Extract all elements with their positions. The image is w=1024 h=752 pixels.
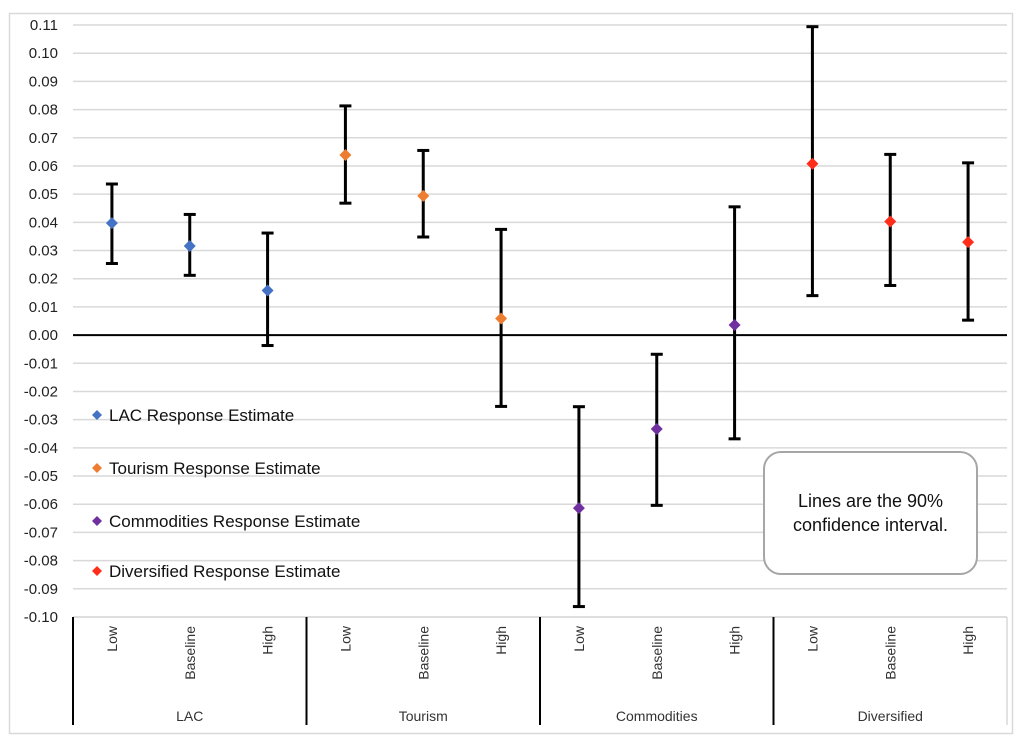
estimate-marker: [884, 215, 897, 228]
x-scenario-label: Low: [104, 625, 120, 652]
y-tick-label: -0.01: [24, 355, 58, 372]
y-tick-label: -0.03: [24, 412, 58, 429]
y-axis-ticks: 0.11 0.10 0.09 0.08 0.07 0.06 0.05 0.04 0.03 0.02…: [24, 17, 58, 626]
x-scenario-label: Low: [571, 625, 587, 652]
legend-label: Tourism Response Estimate: [109, 459, 321, 478]
y-tick-label: 0.02: [29, 271, 58, 288]
x-scenario-label: Baseline: [182, 626, 198, 680]
gridlines: [73, 24, 1007, 618]
estimate-marker: [728, 318, 741, 331]
y-tick-label: 0.08: [29, 102, 58, 119]
y-tick-label: 0.00: [29, 327, 58, 344]
x-group-label: Commodities: [616, 708, 698, 724]
x-group-label: LAC: [176, 708, 203, 724]
legend: LAC Response Estimate Tourism Response Es…: [92, 406, 360, 581]
estimate-marker: [806, 157, 819, 170]
estimate-marker: [339, 148, 352, 161]
estimate-marker: [572, 502, 585, 515]
y-tick-label: 0.11: [30, 17, 58, 34]
legend-label: LAC Response Estimate: [109, 406, 294, 425]
y-tick-label: 0.06: [29, 158, 58, 175]
y-tick-label: -0.04: [24, 440, 58, 457]
estimate-marker: [417, 189, 430, 202]
y-tick-label: -0.08: [24, 553, 58, 570]
x-group-label: Tourism: [399, 708, 448, 724]
y-tick-label: 0.10: [29, 45, 58, 62]
x-scenario-label: Baseline: [882, 626, 898, 680]
estimate-marker: [962, 236, 975, 249]
annotation-note: Lines are the 90% confidence interval.: [763, 451, 978, 575]
x-scenario-label: High: [727, 626, 743, 655]
x-axis: Low Baseline High LAC Low Baseline High Tourism…: [72, 617, 1008, 725]
chart-border: [8, 12, 1014, 735]
y-tick-label: 0.05: [29, 186, 58, 203]
markers: [105, 148, 975, 515]
y-tick-label: -0.02: [24, 383, 58, 400]
legend-marker: [92, 566, 102, 576]
estimate-marker: [183, 240, 196, 253]
y-tick-label: 0.07: [29, 130, 58, 147]
x-scenario-label: Low: [337, 625, 353, 652]
legend-marker: [92, 516, 102, 526]
x-scenario-label: High: [960, 626, 976, 655]
y-tick-label: -0.09: [24, 581, 58, 598]
x-scenario-label: Baseline: [649, 626, 665, 680]
annotation-note-text: Lines are the 90% confidence interval.: [792, 491, 949, 535]
x-scenario-label: Baseline: [415, 626, 431, 680]
estimate-marker: [261, 284, 274, 297]
y-tick-label: -0.10: [24, 609, 58, 626]
legend-marker: [92, 463, 102, 473]
legend-marker: [92, 410, 102, 420]
estimate-marker: [650, 422, 663, 435]
y-tick-label: 0.03: [29, 243, 58, 260]
legend-label: Diversified Response Estimate: [109, 562, 340, 581]
estimate-marker: [495, 312, 508, 325]
y-tick-label: 0.04: [29, 214, 58, 231]
x-scenario-label: Low: [804, 625, 820, 652]
y-tick-label: -0.07: [24, 524, 58, 541]
y-tick-label: 0.01: [29, 299, 58, 316]
y-tick-label: -0.05: [24, 468, 58, 485]
legend-label: Commodities Response Estimate: [109, 512, 360, 531]
y-tick-label: -0.06: [24, 496, 58, 513]
x-scenario-label: High: [493, 626, 509, 655]
x-group-label: Diversified: [858, 708, 923, 724]
x-scenario-label: High: [260, 626, 276, 655]
estimate-marker: [105, 217, 118, 230]
y-tick-label: 0.09: [29, 73, 58, 90]
